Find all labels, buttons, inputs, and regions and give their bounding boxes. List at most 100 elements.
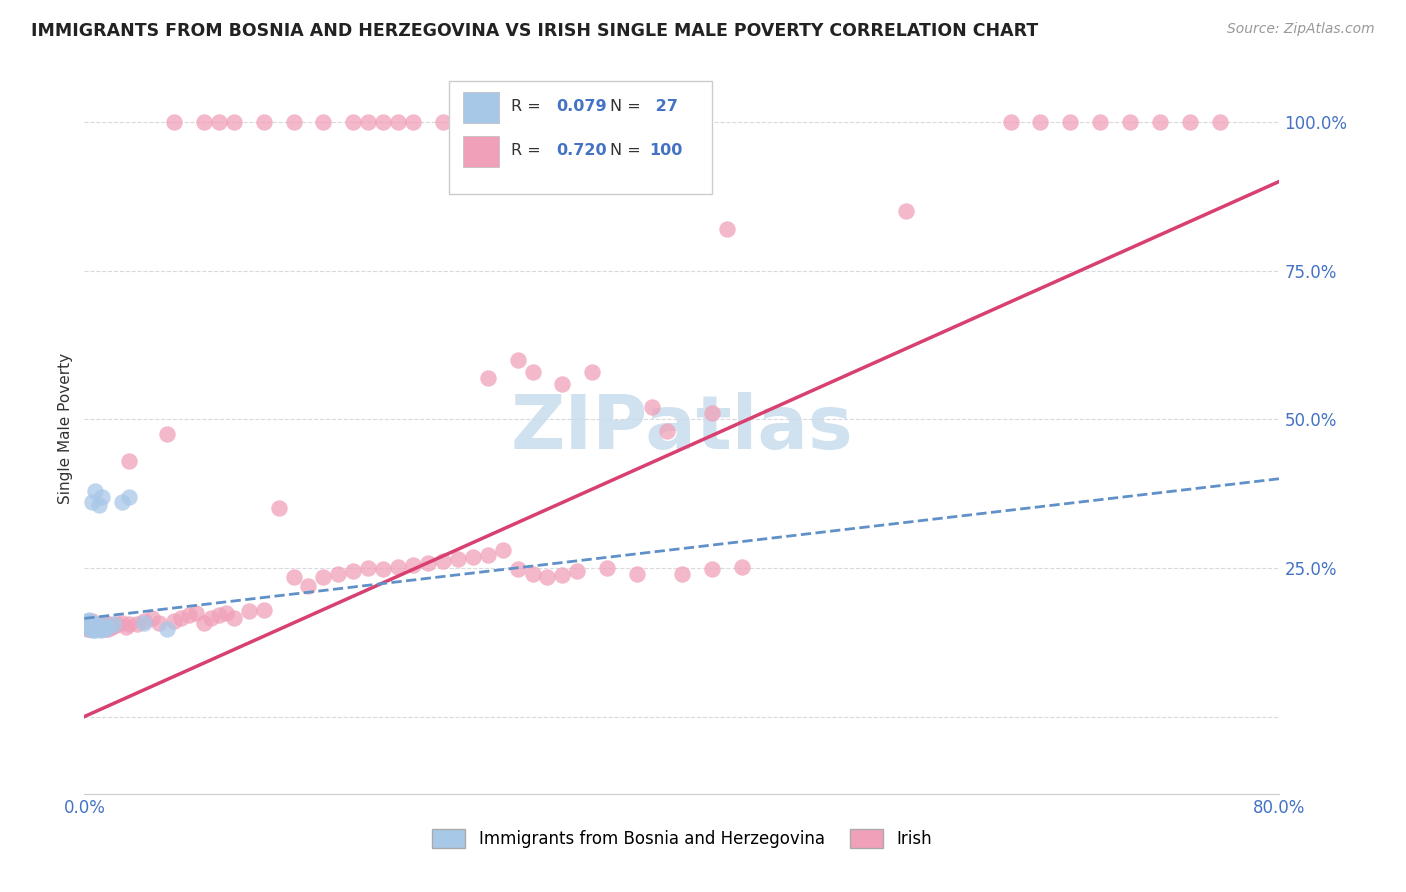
Bar [463, 93, 499, 123]
Point [536, 115, 558, 129]
Point [492, 543, 515, 558]
Point [83, 624, 105, 638]
Point [186, 606, 208, 620]
Point [312, 570, 335, 584]
Point [125, 617, 148, 632]
Point [1209, 115, 1232, 129]
Point [208, 608, 231, 623]
Point [132, 615, 156, 630]
Point [402, 558, 425, 572]
Point [86, 617, 108, 632]
Point [118, 617, 141, 632]
Point [76, 617, 98, 632]
Point [86, 619, 108, 633]
Point [506, 115, 529, 129]
Point [596, 115, 619, 129]
Point [894, 204, 917, 219]
Point [716, 222, 738, 236]
Point [522, 566, 544, 581]
Point [87, 622, 110, 636]
Point [1000, 115, 1022, 129]
Text: R =: R = [510, 99, 546, 114]
Text: 0.079: 0.079 [557, 99, 607, 114]
Point [87, 620, 110, 634]
Point [177, 608, 200, 623]
Point [77, 617, 100, 632]
Point [80, 619, 103, 633]
Point [163, 615, 186, 629]
Point [551, 376, 574, 391]
Point [506, 352, 529, 367]
Text: N =: N = [610, 99, 641, 114]
Point [447, 115, 470, 129]
Text: R =: R = [510, 143, 546, 158]
Point [297, 579, 319, 593]
Point [551, 568, 574, 582]
Point [641, 401, 664, 415]
Point [80, 495, 103, 509]
Point [97, 622, 120, 636]
Point [148, 615, 170, 630]
Point [506, 562, 529, 576]
Point [387, 559, 409, 574]
Text: 0.720: 0.720 [557, 143, 607, 158]
Point [89, 622, 111, 636]
Point [118, 454, 141, 468]
Point [82, 617, 104, 632]
Point [97, 620, 120, 634]
Point [79, 622, 101, 636]
Point [79, 619, 101, 633]
Point [671, 566, 693, 581]
Point [79, 617, 101, 632]
Point [94, 622, 117, 636]
Point [103, 619, 125, 633]
Point [91, 490, 114, 504]
Point [100, 620, 122, 634]
Point [77, 620, 100, 634]
Point [253, 602, 276, 616]
Point [1119, 115, 1142, 129]
Bar [463, 136, 499, 167]
Point [357, 561, 380, 575]
Point [170, 611, 193, 625]
Point [1059, 115, 1081, 129]
Text: 100: 100 [650, 143, 683, 158]
Point [89, 617, 111, 632]
Point [200, 611, 222, 625]
Point [82, 615, 104, 630]
Point [83, 622, 105, 636]
Point [111, 615, 134, 630]
Point [75, 617, 97, 632]
Point [103, 617, 125, 632]
Point [731, 559, 754, 574]
Point [222, 115, 245, 129]
Point [91, 617, 114, 632]
Point [551, 115, 574, 129]
Point [86, 622, 108, 636]
Point [76, 615, 98, 629]
Point [342, 564, 364, 578]
Point [193, 615, 215, 630]
Point [267, 501, 290, 516]
Point [536, 570, 558, 584]
Point [700, 562, 723, 576]
Point [477, 115, 499, 129]
Point [700, 406, 723, 420]
Point [416, 556, 439, 570]
Point [141, 611, 163, 625]
Point [477, 370, 499, 384]
Point [373, 115, 395, 129]
Point [447, 552, 470, 566]
Point [342, 115, 364, 129]
Point [432, 554, 454, 568]
Point [89, 499, 111, 513]
Point [193, 115, 215, 129]
Point [82, 622, 104, 636]
Point [328, 566, 350, 581]
Point [155, 427, 177, 442]
Text: N =: N = [610, 143, 641, 158]
Point [77, 620, 100, 634]
Point [79, 622, 101, 636]
Point [118, 490, 141, 504]
Point [1029, 115, 1052, 129]
